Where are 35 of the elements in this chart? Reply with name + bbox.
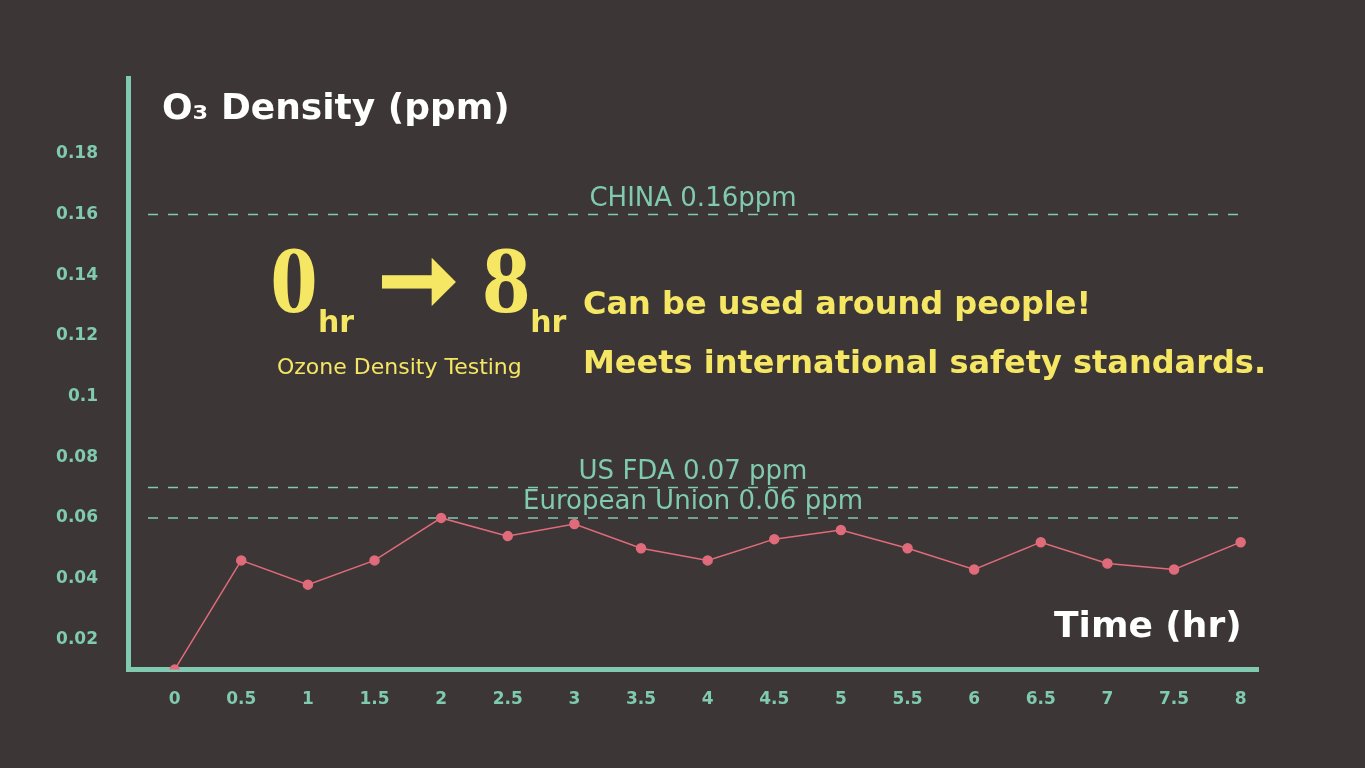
y-axis-title: O₃ Density (ppm) (162, 86, 510, 127)
annotation: Can be used around people! (583, 284, 1092, 322)
y-tick-label: 0.02 (56, 627, 98, 648)
x-tick-label: 4.5 (759, 688, 790, 709)
y-tick-label: 0.1 (67, 384, 98, 405)
x-tick-label: 6.5 (1025, 688, 1056, 709)
x-tick-label: 6 (968, 688, 981, 709)
y-tick-label: 0.12 (56, 324, 98, 345)
y-tick-label: 0.18 (56, 142, 98, 163)
x-tick-label: 7.5 (1158, 688, 1190, 709)
ref-line-label: US FDA 0.07 ppm (578, 454, 808, 485)
x-tick-label: 5.5 (892, 688, 923, 709)
annotation: 0$_{hr}$ ➞ 8$_{hr}$ (270, 226, 567, 340)
x-tick-label: 3 (568, 688, 581, 709)
annotation: Ozone Density Testing (277, 354, 522, 379)
x-tick-label: 1 (301, 688, 314, 709)
y-tick-label: 0.08 (56, 445, 98, 466)
y-tick-label: 0.06 (56, 506, 98, 527)
x-axis-title: Time (hr) (1054, 604, 1242, 645)
x-tick-label: 3.5 (625, 688, 657, 709)
y-tick-label: 0.04 (56, 567, 99, 588)
x-tick-label: 1.5 (359, 688, 390, 709)
x-tick-label: 2 (435, 688, 448, 709)
x-tick-label: 8 (1234, 688, 1247, 709)
y-tick-label: 0.14 (56, 263, 99, 284)
ref-line-label: European Union 0.06 ppm (523, 484, 863, 515)
x-tick-label: 0.5 (226, 688, 257, 709)
ref-line-label: CHINA 0.16ppm (589, 181, 797, 212)
x-tick-label: 4 (701, 688, 714, 709)
y-tick-label: 0.16 (56, 202, 98, 223)
x-tick-label: 2.5 (492, 688, 523, 709)
x-tick-label: 7 (1101, 688, 1114, 709)
x-tick-label: 0 (168, 688, 181, 709)
annotation: Meets international safety standards. (583, 343, 1267, 381)
x-tick-label: 5 (834, 688, 847, 709)
